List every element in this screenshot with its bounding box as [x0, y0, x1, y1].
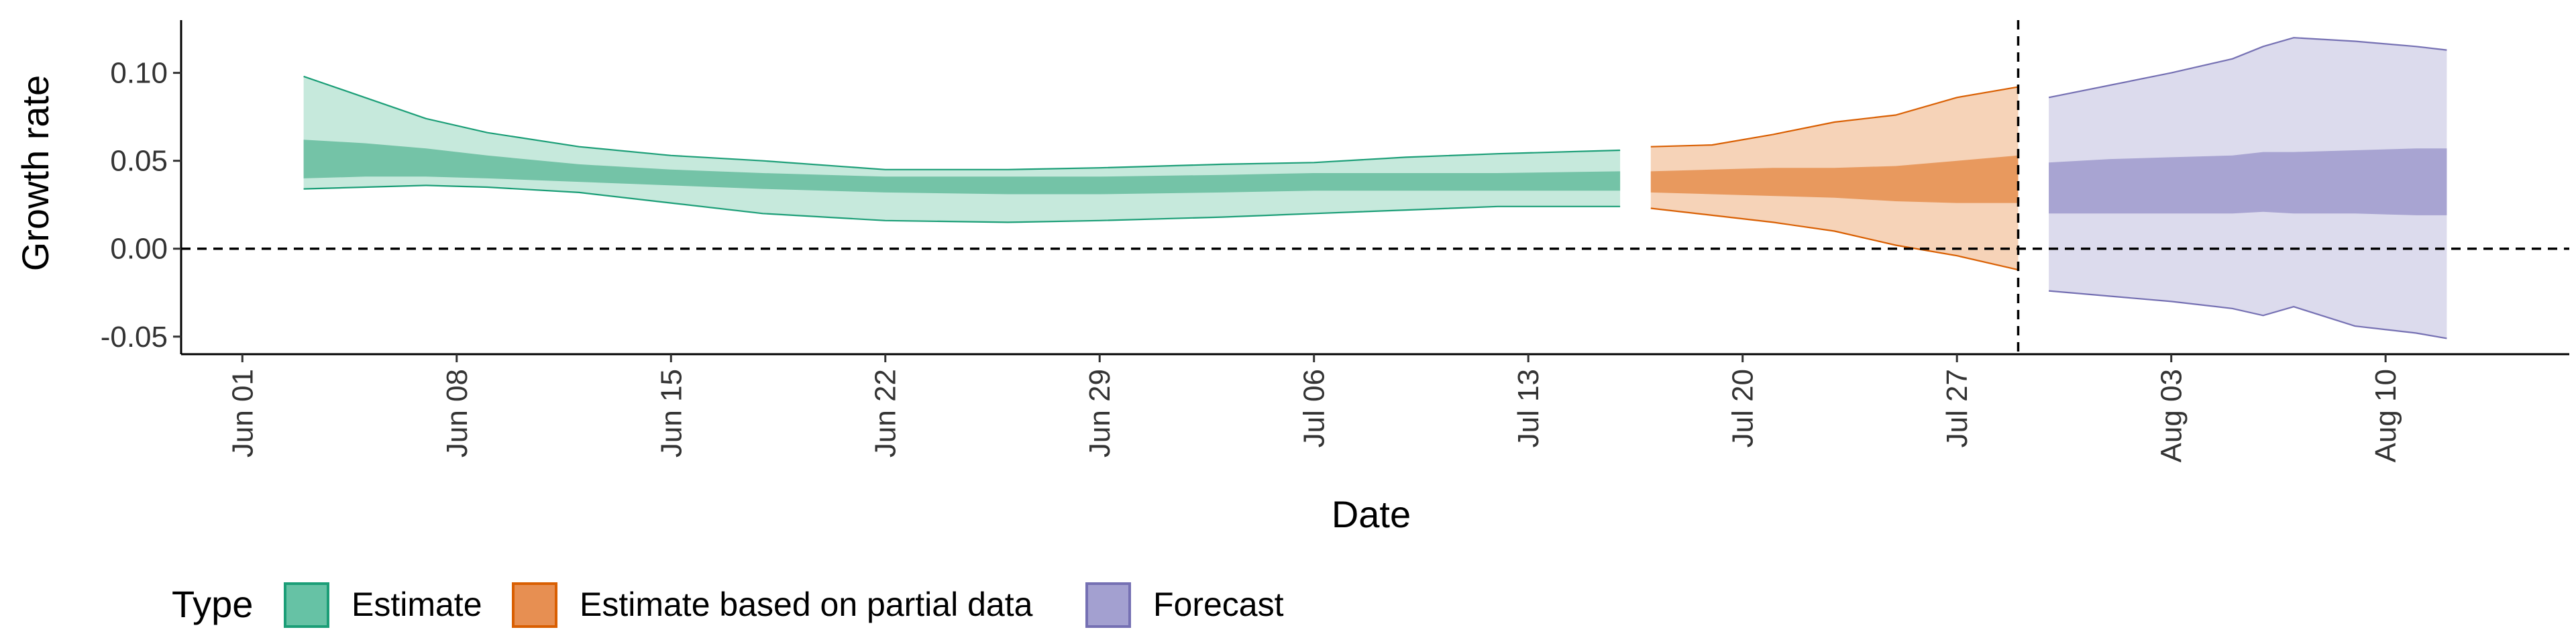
y-tick-label: 0.00: [110, 233, 168, 266]
legend-key: [512, 582, 557, 628]
band-50-estimate-based-on-partial-data: [1650, 155, 2019, 203]
x-ticks: Jun 01 Jun 08 Jun 15 Jun 22 Jun 29 Jul 06 Jul …: [226, 354, 2402, 462]
upper-bound-estimate-based-on-partial-data: [1650, 86, 2019, 148]
legend-key: [284, 582, 329, 628]
y-tick-label: -0.05: [101, 321, 168, 354]
legend: Type Estimate Estimate based on partial d…: [172, 582, 1284, 628]
band-90-estimate: [303, 76, 1621, 223]
y-ticks: 0.10 0.05 0.00 -0.05: [101, 57, 181, 354]
x-tick-label: Jun 08: [441, 369, 474, 458]
upper-bound-forecast: [2048, 37, 2447, 99]
x-axis-title: Date: [1332, 493, 1411, 535]
legend-key: [1085, 582, 1131, 628]
x-tick-label: Jul 06: [1298, 369, 1331, 447]
plot-area: [303, 37, 2447, 339]
lower-bound-forecast: [2049, 290, 2447, 339]
x-tick-label: Jun 22: [869, 369, 902, 458]
series-forecast: [2048, 37, 2447, 339]
y-tick-label: 0.10: [110, 57, 168, 90]
legend-title: Type: [172, 583, 253, 625]
y-axis-title: Growth rate: [14, 75, 56, 272]
y-tick-label: 0.05: [110, 145, 168, 178]
series-estimate-based-on-partial-data: [1650, 86, 2019, 271]
band-50-estimate: [303, 140, 1621, 195]
reference-lines: [181, 20, 2569, 354]
legend-entries: Estimate Estimate based on partial data Fo…: [284, 582, 1284, 628]
series-estimate: [303, 75, 1621, 223]
x-tick-label: Aug 10: [2369, 369, 2402, 462]
band-50-forecast: [2049, 148, 2447, 215]
legend-label: Estimate: [352, 586, 482, 623]
axes: 0.100.050.00-0.05 Jun 01 Jun 08 Jun 15 Jun …: [101, 20, 2569, 462]
x-tick-label: Aug 03: [2155, 369, 2188, 462]
x-tick-label: Jun 15: [655, 369, 688, 458]
lower-bound-estimate-based-on-partial-data: [1650, 207, 2019, 271]
legend-label: Forecast: [1153, 586, 1284, 623]
x-tick-label: Jul 20: [1727, 369, 1760, 447]
x-tick-label: Jul 27: [1941, 369, 1974, 447]
x-tick-label: Jul 13: [1512, 369, 1545, 447]
legend-label: Estimate based on partial data: [580, 586, 1033, 623]
upper-bound-estimate: [303, 75, 1621, 170]
lower-bound-estimate: [303, 184, 1621, 223]
x-tick-label: Jun 29: [1083, 369, 1116, 458]
x-tick-label: Jun 01: [226, 369, 259, 458]
